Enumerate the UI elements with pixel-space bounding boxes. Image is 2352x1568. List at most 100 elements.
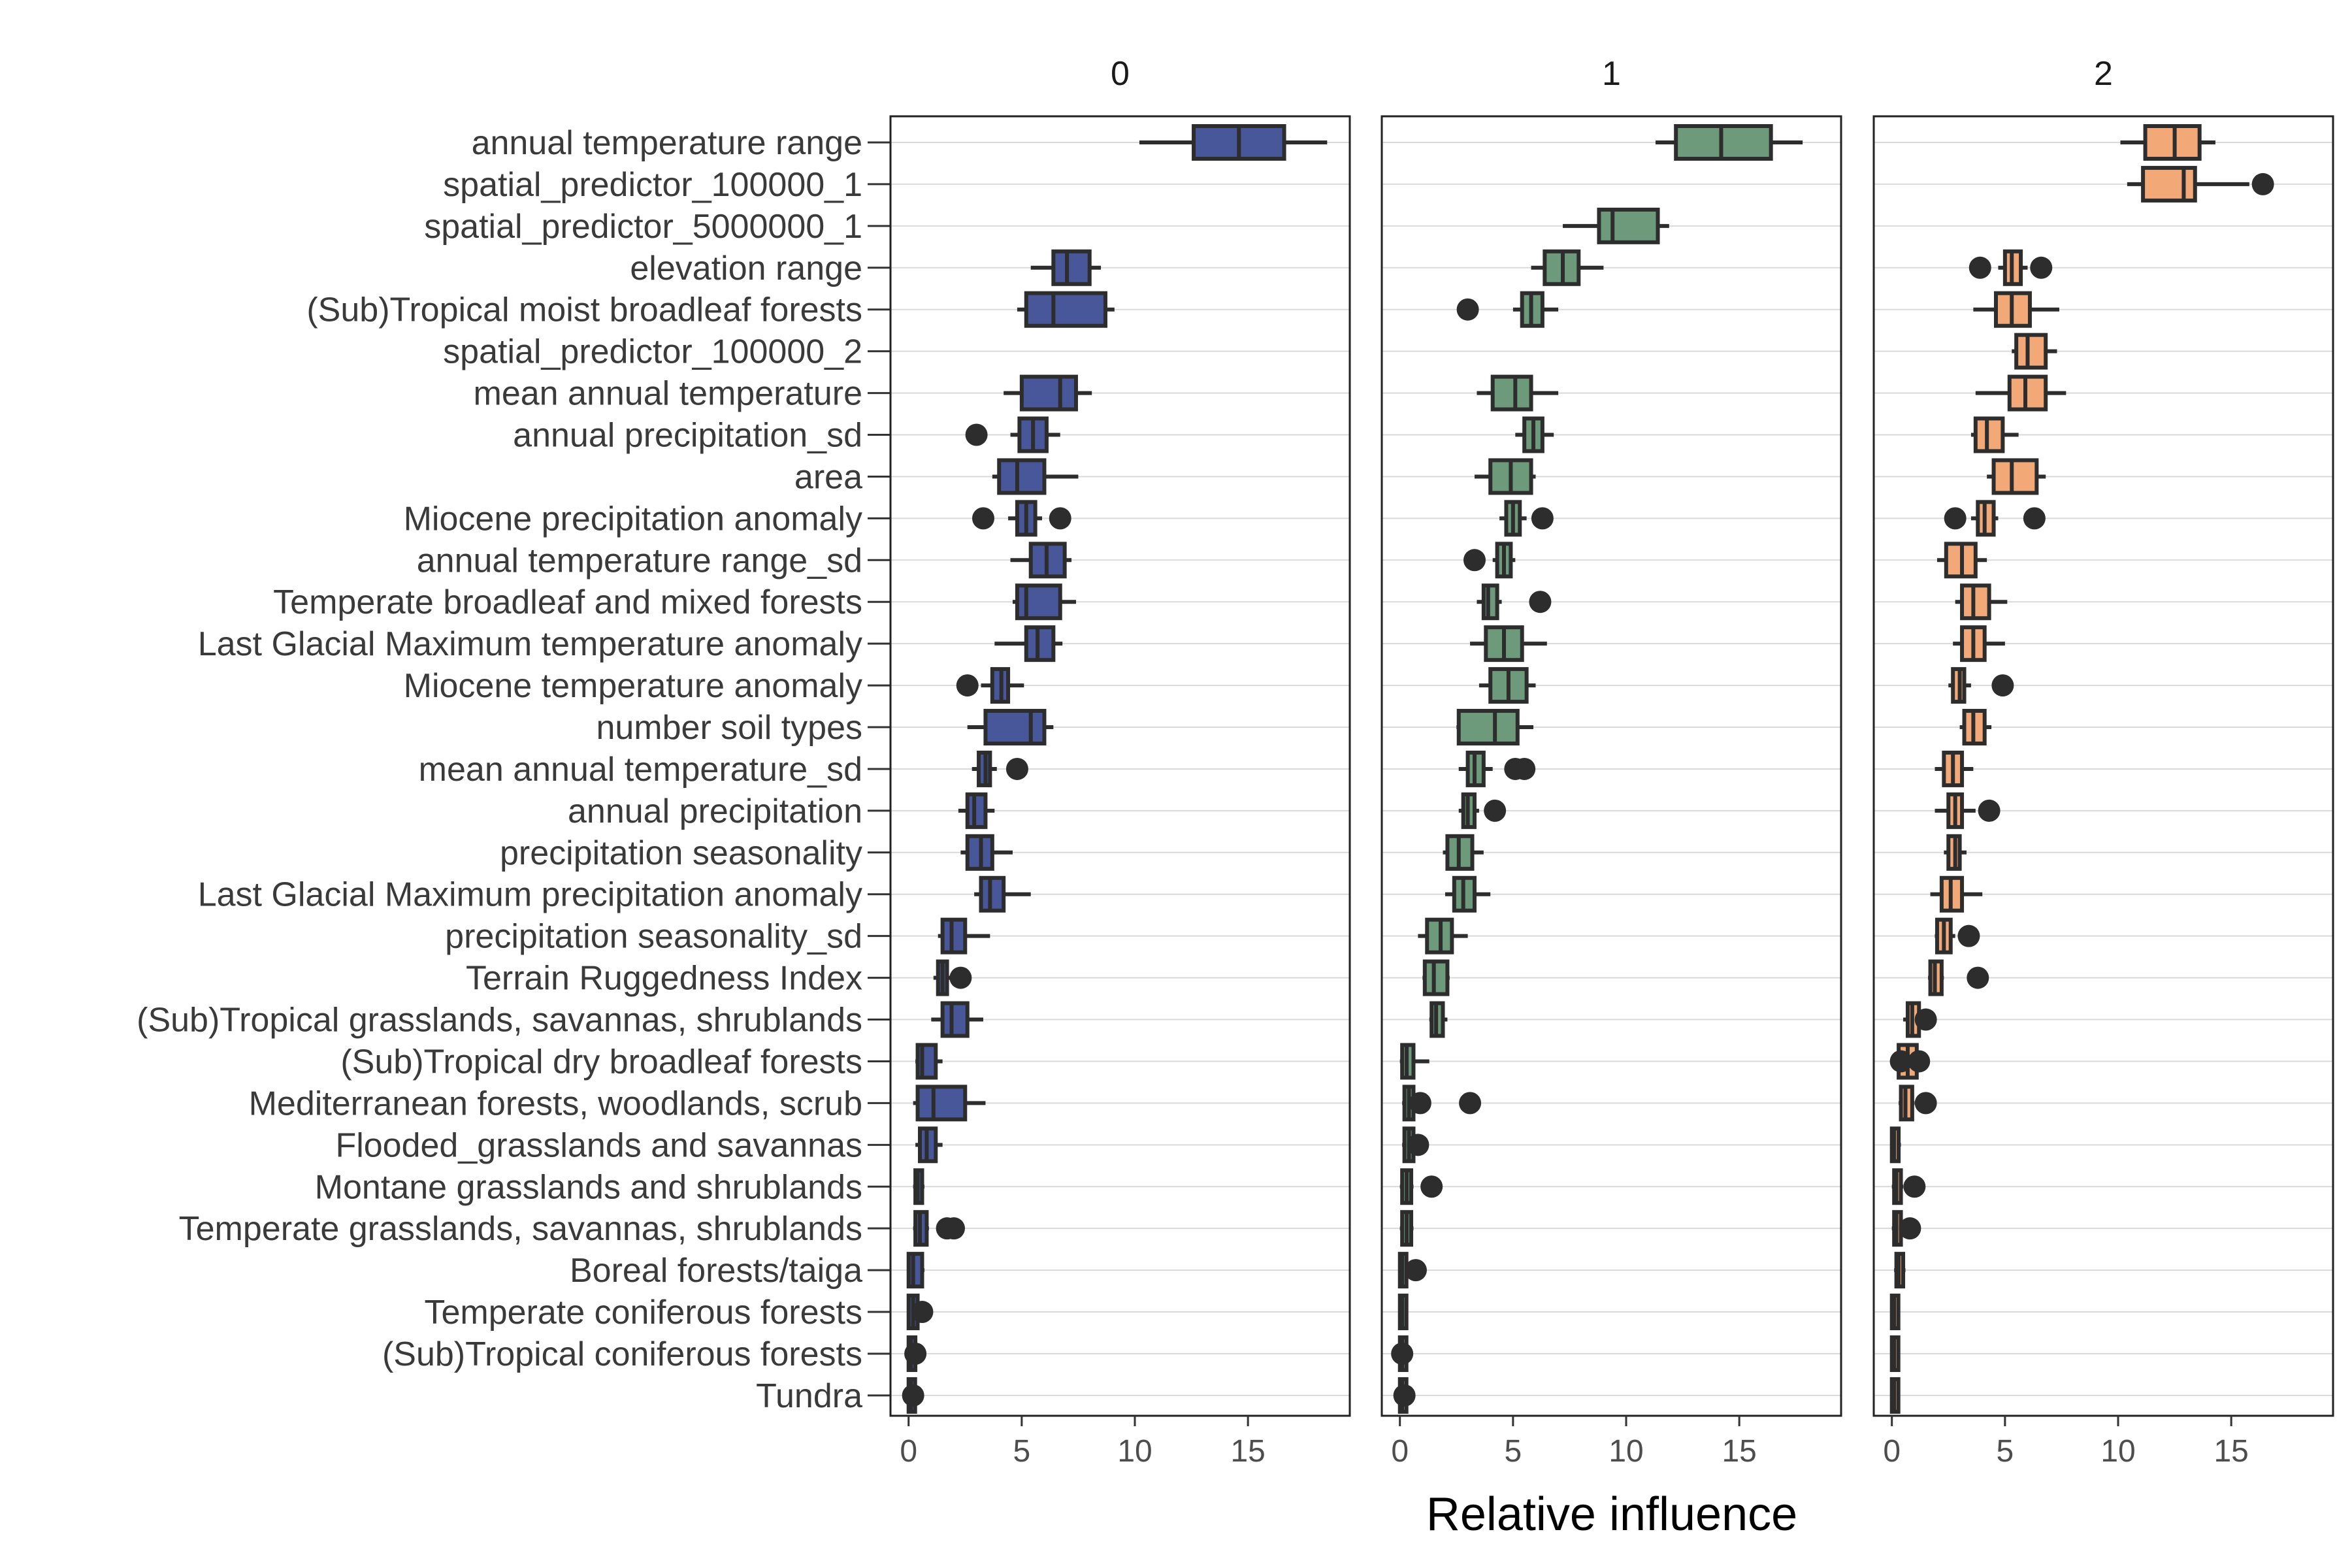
- box-10: [1010, 542, 1072, 579]
- box-iqr: [997, 458, 1047, 495]
- box-4: [1973, 291, 2059, 328]
- box-iqr: [979, 875, 1006, 913]
- box-iqr: [1597, 207, 1660, 244]
- facet-title: 2: [2094, 55, 2113, 93]
- box-25: [1891, 1168, 1926, 1205]
- x-tick-label: 5: [1013, 1434, 1031, 1469]
- outlier-point: [1005, 757, 1028, 780]
- outlier-point: [1049, 507, 1071, 530]
- category-label: Temperate coniferous forests: [424, 1294, 862, 1331]
- box-17: [960, 834, 1013, 871]
- box-19: [1935, 917, 1980, 955]
- outlier-point: [2023, 507, 2046, 530]
- box-11: [1013, 583, 1076, 621]
- category-label: annual precipitation_sd: [513, 417, 862, 455]
- outlier-point: [1529, 591, 1552, 613]
- box-11: [1955, 583, 2008, 621]
- outlier-point: [1420, 1175, 1443, 1198]
- box-12: [994, 625, 1063, 662]
- box-8: [1474, 458, 1536, 495]
- box-24: [1402, 1126, 1429, 1164]
- outlier-point: [1889, 1050, 1912, 1073]
- box-12: [1470, 625, 1547, 662]
- box-iqr: [1991, 458, 2039, 495]
- box-20: [1928, 959, 1989, 996]
- box-8: [992, 458, 1079, 495]
- outlier-point: [1513, 757, 1536, 780]
- box-16: [1458, 792, 1507, 829]
- outlier-point: [1407, 1134, 1429, 1156]
- box-13: [1478, 667, 1536, 704]
- box-7: [1515, 416, 1554, 453]
- box-16: [958, 792, 995, 829]
- category-label: Temperate grasslands, savannas, shrublan…: [179, 1210, 862, 1248]
- box-iqr: [906, 1252, 924, 1289]
- category-label: area: [794, 458, 862, 496]
- box-14: [1959, 709, 1992, 746]
- box-iqr: [940, 917, 968, 955]
- box-11: [1477, 583, 1552, 621]
- box-26: [1891, 1210, 1921, 1247]
- x-tick-label: 10: [1117, 1434, 1152, 1469]
- box-4: [1017, 291, 1115, 328]
- outlier-point: [972, 507, 994, 530]
- facet-title: 1: [1602, 55, 1621, 93]
- category-label: Terrain Ruggedness Index: [466, 960, 862, 998]
- x-tick-label: 10: [2100, 1434, 2135, 1469]
- box-27: [1894, 1252, 1906, 1289]
- outlier-point: [1914, 1008, 1937, 1031]
- x-tick-label: 0: [900, 1434, 917, 1469]
- outlier-point: [1409, 1092, 1431, 1115]
- box-26: [913, 1210, 965, 1247]
- panel-border: [889, 115, 1351, 1417]
- category-label: Mediterranean forests, woodlands, scrub: [249, 1085, 862, 1122]
- box-iqr: [2007, 374, 2048, 412]
- outlier-point: [1957, 924, 1980, 947]
- box-iqr: [2141, 165, 2197, 203]
- box-iqr: [1024, 291, 1107, 328]
- outlier-point: [2030, 256, 2053, 279]
- x-axis-title: Relative influence: [1426, 1488, 1797, 1541]
- outlier-point: [1899, 1217, 1921, 1240]
- outlier-point: [949, 966, 972, 989]
- box-30: [902, 1377, 924, 1414]
- category-label: precipitation seasonality_sd: [445, 918, 862, 956]
- box-28: [906, 1294, 934, 1331]
- box-24: [1889, 1126, 1901, 1164]
- category-labels: annual temperature range spatial_predicto…: [137, 124, 890, 1415]
- box-3: [1030, 249, 1102, 286]
- category-label: elevation range: [630, 250, 862, 287]
- box-iqr: [2014, 333, 2048, 370]
- category-label: Last Glacial Maximum temperature anomaly: [198, 625, 862, 663]
- outlier-point: [1968, 256, 1991, 279]
- box-0: [1139, 124, 1328, 161]
- outlier-point: [1404, 1259, 1427, 1282]
- x-tick-label: 5: [1505, 1434, 1522, 1469]
- box-6: [1477, 374, 1559, 412]
- box-8: [1987, 458, 2046, 495]
- box-12: [1953, 625, 2005, 662]
- box-27: [906, 1252, 924, 1289]
- box-10: [1463, 542, 1516, 579]
- category-label: (Sub)Tropical moist broadleaf forests: [306, 291, 862, 329]
- box-9: [1944, 500, 2046, 537]
- box-23: [1402, 1085, 1482, 1122]
- box-iqr: [940, 1001, 970, 1038]
- category-label: spatial_predictor_5000000_1: [424, 208, 862, 246]
- outlier-point: [1967, 966, 1989, 989]
- category-label: annual temperature range: [472, 124, 862, 162]
- panel-border: [1872, 115, 2334, 1417]
- facet-panel: 2 0 5 10 15: [1872, 55, 2334, 1469]
- outlier-point: [1391, 1342, 1414, 1365]
- box-iqr: [1973, 416, 2005, 453]
- category-label: Last Glacial Maximum precipitation anoma…: [198, 876, 862, 914]
- category-label: spatial_predictor_100000_2: [443, 333, 862, 371]
- box-21: [1429, 1001, 1448, 1038]
- box-30: [1393, 1377, 1416, 1414]
- box-21: [931, 1001, 983, 1038]
- box-9: [1499, 500, 1554, 537]
- box-6: [1004, 374, 1092, 412]
- x-tick-label: 10: [1609, 1434, 1643, 1469]
